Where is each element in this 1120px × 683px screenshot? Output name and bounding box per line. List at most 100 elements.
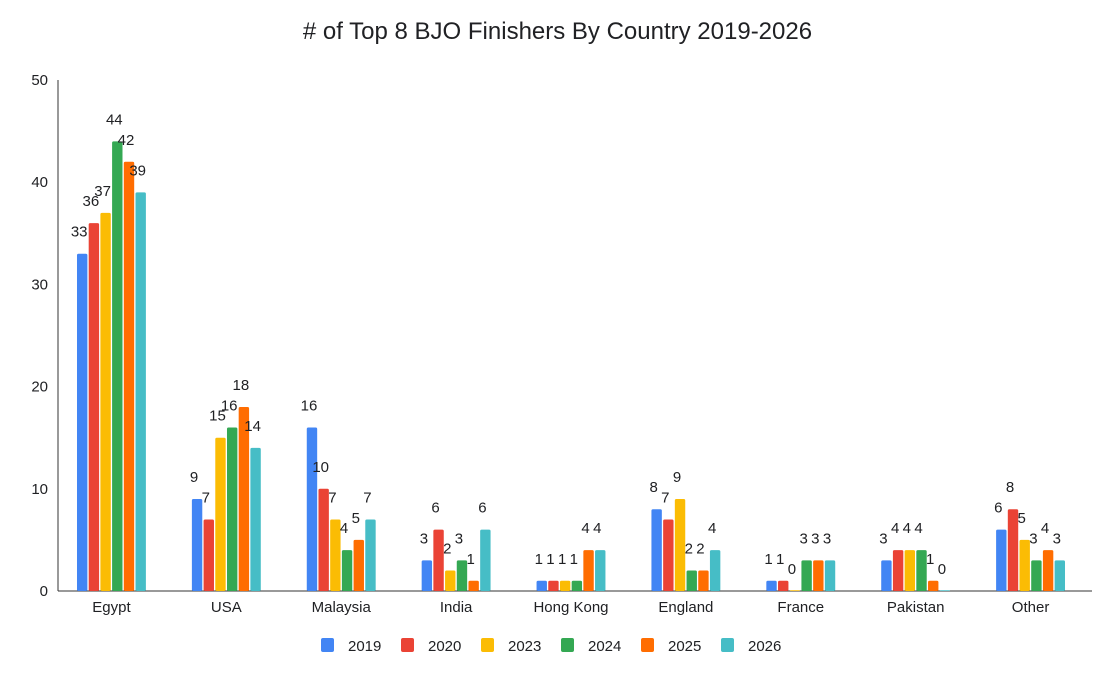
bar — [674, 499, 686, 591]
bar — [318, 488, 329, 591]
data-label: 7 — [661, 489, 669, 506]
bar — [353, 539, 364, 591]
data-label: 2 — [685, 541, 693, 558]
data-label: 1 — [764, 551, 772, 568]
bar — [112, 141, 123, 591]
legend-swatch — [481, 638, 494, 652]
bar — [1031, 560, 1042, 591]
data-label: 1 — [546, 551, 554, 568]
data-label: 3 — [1029, 530, 1037, 547]
data-label: 39 — [129, 162, 146, 179]
bar — [536, 580, 547, 591]
data-label: 0 — [788, 561, 796, 578]
bar — [1054, 560, 1066, 591]
data-label: 7 — [363, 489, 371, 506]
data-label: 44 — [106, 111, 123, 128]
bar — [813, 560, 824, 591]
bar — [571, 580, 583, 591]
data-label: 1 — [776, 551, 784, 568]
bar — [1042, 550, 1054, 591]
bar — [215, 437, 226, 591]
x-tick-label: USA — [211, 599, 242, 616]
bar — [123, 161, 135, 591]
bar — [238, 407, 250, 591]
data-label: 16 — [301, 397, 318, 414]
x-axis: Egypt USA Malaysia India Hong Kong England Fra… — [58, 590, 1092, 616]
legend: 2019 2020 2023 2024 2025 2026 — [321, 638, 781, 655]
x-tick-label: India — [440, 599, 473, 616]
legend-label: 2023 — [508, 638, 541, 655]
bar — [651, 509, 662, 591]
bar — [203, 519, 214, 591]
bar — [306, 427, 318, 591]
y-tick-label: 50 — [31, 72, 48, 89]
bar — [226, 427, 238, 591]
data-label: 4 — [1041, 520, 1049, 537]
bar — [663, 519, 674, 591]
x-tick-label: Egypt — [92, 599, 131, 616]
bar — [709, 550, 721, 591]
legend-label: 2024 — [588, 638, 621, 655]
bar — [996, 529, 1007, 591]
data-label: 9 — [673, 469, 681, 486]
data-label: 8 — [1006, 479, 1014, 496]
bar — [801, 560, 812, 591]
bar — [583, 550, 594, 591]
bar — [595, 550, 606, 591]
bar — [939, 590, 951, 591]
x-tick-label: England — [658, 599, 713, 616]
x-tick-label: Hong Kong — [533, 599, 608, 616]
bar — [916, 550, 927, 591]
x-tick-label: France — [777, 599, 824, 616]
bar — [824, 560, 836, 591]
y-tick-label: 0 — [40, 583, 48, 600]
data-label: 42 — [118, 132, 135, 149]
bar — [904, 550, 916, 591]
bar — [330, 519, 341, 591]
x-tick-label: Malaysia — [312, 599, 372, 616]
bar — [468, 580, 479, 591]
bar — [433, 529, 444, 591]
data-label: 6 — [994, 500, 1002, 517]
bar — [480, 529, 491, 591]
data-label: 1 — [926, 551, 934, 568]
y-tick-label: 20 — [31, 379, 48, 396]
bar — [548, 580, 559, 591]
data-label: 37 — [94, 183, 111, 200]
data-label: 2 — [443, 541, 451, 558]
bar — [1019, 539, 1030, 591]
data-label: 3 — [455, 530, 463, 547]
data-label: 6 — [431, 500, 439, 517]
data-label: 1 — [535, 551, 543, 568]
bar — [766, 580, 777, 591]
data-label: 33 — [71, 224, 88, 241]
bar — [341, 550, 353, 591]
bar — [100, 212, 111, 592]
data-label: 3 — [1053, 530, 1061, 547]
data-label: 0 — [938, 561, 946, 578]
bar — [88, 223, 100, 591]
data-label: 4 — [891, 520, 899, 537]
bar — [686, 570, 697, 591]
data-label: 4 — [708, 520, 716, 537]
legend-swatch — [721, 638, 734, 652]
data-label: 3 — [879, 530, 887, 547]
data-label: 3 — [799, 530, 807, 547]
bar — [881, 560, 892, 591]
bar — [928, 580, 939, 591]
data-label: 3 — [823, 530, 831, 547]
bar — [365, 519, 376, 591]
legend-label: 2025 — [668, 638, 701, 655]
bars — [76, 141, 1066, 592]
data-label: 1 — [558, 551, 566, 568]
data-label: 5 — [352, 510, 360, 527]
legend-swatch — [401, 638, 414, 652]
bar — [135, 192, 146, 592]
y-axis: 0 10 20 30 40 50 — [31, 72, 59, 600]
x-tick-label: Pakistan — [887, 599, 945, 616]
y-tick-label: 30 — [31, 276, 48, 293]
data-label: 2 — [696, 541, 704, 558]
data-label: 7 — [328, 489, 336, 506]
